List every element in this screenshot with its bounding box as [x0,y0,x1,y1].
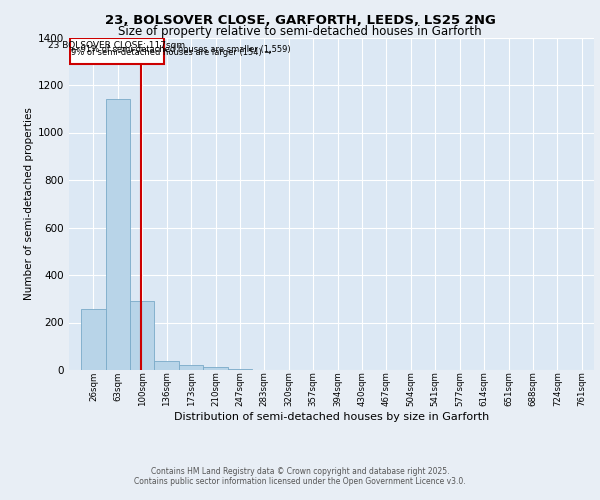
X-axis label: Distribution of semi-detached houses by size in Garforth: Distribution of semi-detached houses by … [174,412,489,422]
Text: 23 BOLSOVER CLOSE: 117sqm: 23 BOLSOVER CLOSE: 117sqm [49,41,185,50]
Text: Size of property relative to semi-detached houses in Garforth: Size of property relative to semi-detach… [118,25,482,38]
Y-axis label: Number of semi-detached properties: Number of semi-detached properties [24,108,34,300]
Bar [81,310,106,370]
Text: Contains public sector information licensed under the Open Government Licence v3: Contains public sector information licen… [134,477,466,486]
Bar [228,369,252,370]
Bar [130,301,154,370]
Bar [203,367,228,370]
Text: Contains HM Land Registry data © Crown copyright and database right 2025.: Contains HM Land Registry data © Crown c… [151,467,449,476]
Text: 23, BOLSOVER CLOSE, GARFORTH, LEEDS, LS25 2NG: 23, BOLSOVER CLOSE, GARFORTH, LEEDS, LS2… [104,14,496,27]
Text: 9% of semi-detached houses are larger (154) →: 9% of semi-detached houses are larger (1… [71,48,271,57]
Text: ← 91% of semi-detached houses are smaller (1,559): ← 91% of semi-detached houses are smalle… [71,44,290,54]
Bar [179,365,203,370]
Bar [154,361,179,370]
Bar [106,99,130,370]
Bar [70,38,164,64]
